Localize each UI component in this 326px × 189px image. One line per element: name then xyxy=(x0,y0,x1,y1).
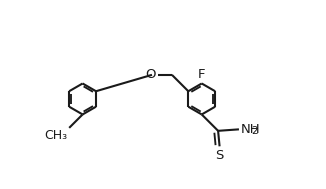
Text: O: O xyxy=(145,68,156,81)
Text: CH₃: CH₃ xyxy=(45,129,68,142)
Text: NH: NH xyxy=(241,123,260,136)
Text: S: S xyxy=(215,149,224,162)
Text: 2: 2 xyxy=(252,126,259,136)
Text: F: F xyxy=(198,68,205,81)
